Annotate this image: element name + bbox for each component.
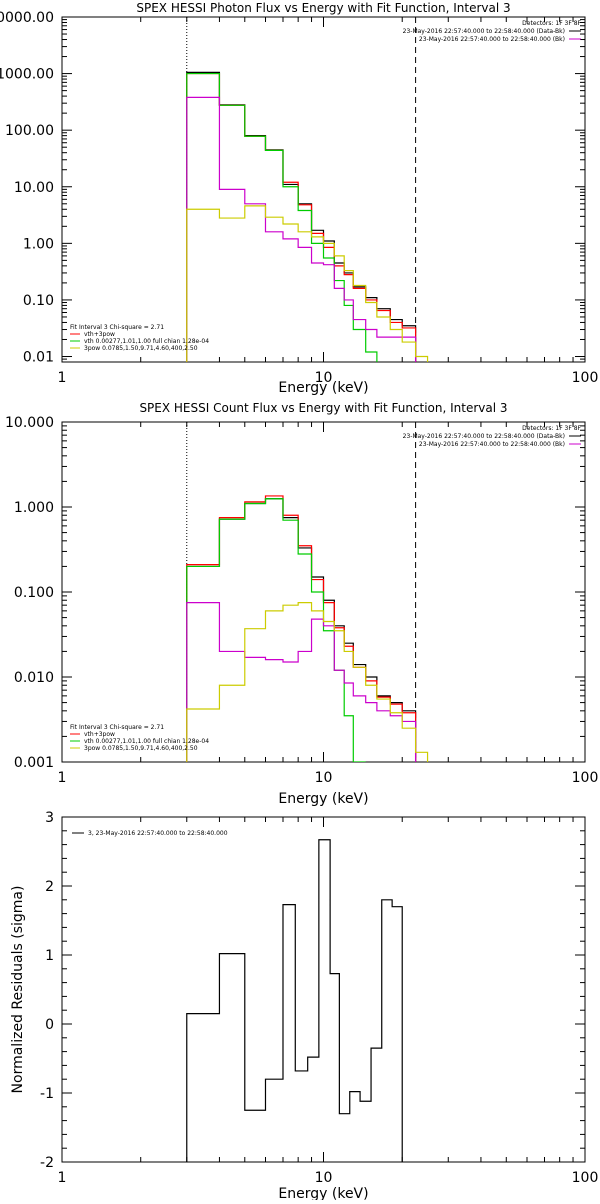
- y-tick-label: 10.000: [5, 415, 54, 431]
- x-axis-label: Energy (keV): [278, 791, 368, 807]
- y-tick-label: 1.000: [14, 500, 54, 516]
- series-line-4: [186, 602, 417, 762]
- y-tick-label: -1: [40, 1086, 54, 1102]
- y-tick-label: 1000.00: [0, 67, 54, 83]
- legend-bottom-left: Fit Interval 3 Chi-square = 2.71vth+3pow…: [70, 724, 209, 752]
- series-line-5: [186, 205, 429, 362]
- x-axis-label: Energy (keV): [278, 380, 368, 396]
- plot-frame: [61, 816, 586, 1163]
- y-tick-label: 0.100: [14, 585, 54, 601]
- legend-entry: 3pow 0.0785,1.50,9.71,4.60,400,2.50: [84, 745, 198, 752]
- y-tick-label: 0.010: [14, 670, 54, 686]
- chart-panel-3: 1 10 100 Energy (keV) -2 -1 0 1 2 3 Normalized Res…: [10, 810, 599, 1202]
- y-tick-label: 1: [45, 948, 54, 964]
- chart-panel-2: SPEX HESSI Count Flux vs Energy with Fit…: [5, 401, 598, 807]
- x-tick-label: 10: [315, 370, 333, 386]
- legend-top-left: 3, 23-May-2016 22:57:40.000 to 22:58:40.…: [72, 830, 228, 837]
- series-line-1: [186, 839, 403, 1162]
- legend-entry: 3, 23-May-2016 22:57:40.000 to 22:58:40.…: [88, 830, 228, 837]
- legend-entry: 3pow 0.0785,1.50,9.71,4.60,400,2.50: [84, 345, 198, 352]
- plot-area: [186, 422, 429, 762]
- legend-entry: vth+3pow: [84, 331, 115, 338]
- plot-area: [186, 839, 403, 1162]
- y-tick-label: 0.10: [23, 293, 54, 309]
- x-axis-label: Energy (keV): [278, 1186, 368, 1200]
- x-tick-label: 100: [572, 370, 599, 386]
- chart-title: SPEX HESSI Count Flux vs Energy with Fit…: [139, 401, 507, 415]
- legend-header: Detectors: 1F 3F 8F: [522, 425, 581, 432]
- y-axis-label: Normalized Residuals (sigma): [10, 886, 26, 1094]
- y-tick-label: 0.001: [14, 755, 54, 771]
- series-line-4: [186, 96, 417, 362]
- plot-area: [186, 17, 429, 362]
- x-tick-label: 1: [58, 1170, 67, 1186]
- x-tick-label: 1: [58, 770, 67, 786]
- legend-bottom-left: Fit Interval 3 Chi-square = 2.71vth+3pow…: [70, 324, 209, 352]
- x-tick-label: 10: [315, 1170, 333, 1186]
- y-tick-label: 0.01: [23, 350, 54, 366]
- legend-entry: 23-May-2016 22:57:40.000 to 22:58:40.000…: [403, 433, 565, 440]
- y-tick-label: 100.00: [5, 123, 54, 139]
- legend-entry: vth 0.00277,1.01,1.00 full chian 1.28e-0…: [84, 338, 209, 345]
- y-tick-label: 1.00: [23, 236, 54, 252]
- legend-header: Fit Interval 3 Chi-square = 2.71: [70, 324, 164, 331]
- chart-panel-1: SPEX HESSI Photon Flux vs Energy with Fi…: [0, 1, 598, 396]
- series-line-1: [186, 71, 417, 362]
- legend-entry: 23-May-2016 22:57:40.000 to 22:58:40.000…: [419, 36, 565, 43]
- plot-frame: [61, 16, 586, 363]
- chart-title: SPEX HESSI Photon Flux vs Energy with Fi…: [136, 1, 510, 15]
- legend-header: Detectors: 1F 3F 8F: [522, 20, 581, 27]
- series-line-5: [186, 602, 429, 762]
- legend-entry: 23-May-2016 22:57:40.000 to 22:58:40.000…: [403, 28, 565, 35]
- y-tick-label: 10000.00: [0, 10, 54, 26]
- series-line-1: [186, 498, 417, 762]
- x-tick-label: 100: [572, 1170, 599, 1186]
- x-tick-label: 100: [572, 770, 599, 786]
- y-tick-label: 3: [45, 810, 54, 826]
- legend-entry: vth+3pow: [84, 731, 115, 738]
- legend-header: Fit Interval 3 Chi-square = 2.71: [70, 724, 164, 731]
- x-tick-label: 1: [58, 370, 67, 386]
- x-tick-label: 10: [315, 770, 333, 786]
- legend-entry: vth 0.00277,1.01,1.00 full chian 1.28e-0…: [84, 738, 209, 745]
- y-tick-label: -2: [40, 1155, 54, 1171]
- series-line-2: [186, 495, 417, 762]
- y-tick-label: 2: [45, 879, 54, 895]
- series-line-3: [186, 72, 378, 362]
- y-tick-label: 0: [45, 1017, 54, 1033]
- y-tick-label: 10.00: [14, 180, 54, 196]
- series-line-3: [186, 498, 366, 762]
- legend-entry: 23-May-2016 22:57:40.000 to 22:58:40.000…: [419, 441, 565, 448]
